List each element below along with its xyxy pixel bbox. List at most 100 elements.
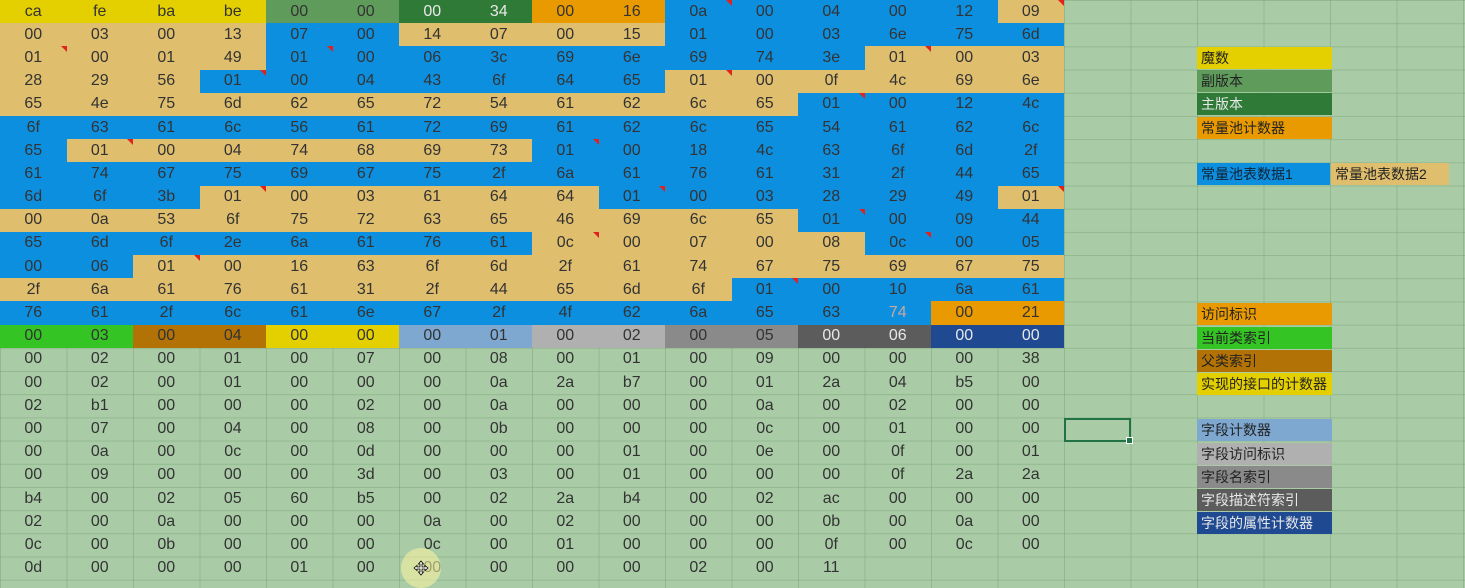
- hex-byte-cell[interactable]: 34: [465, 0, 532, 24]
- hex-byte-cell[interactable]: 03: [332, 185, 399, 209]
- hex-byte-cell[interactable]: 00: [622, 512, 641, 530]
- hex-byte-cell[interactable]: 00: [556, 466, 575, 484]
- hex-byte-cell[interactable]: 00: [423, 396, 442, 414]
- hex-byte-cell[interactable]: 74: [665, 255, 732, 279]
- hex-byte-cell[interactable]: 00: [665, 185, 732, 209]
- hex-byte-cell[interactable]: 00: [423, 350, 442, 368]
- hex-byte-cell[interactable]: 21: [997, 301, 1064, 325]
- hex-byte-cell[interactable]: 01: [199, 185, 266, 209]
- hex-byte-cell[interactable]: 62: [598, 115, 665, 140]
- hex-byte-cell[interactable]: 73: [465, 139, 532, 163]
- hex-byte-cell[interactable]: 65: [731, 115, 798, 140]
- hex-byte-cell[interactable]: 2a: [556, 373, 575, 391]
- hex-byte-cell[interactable]: 69: [665, 46, 732, 70]
- hex-byte-cell[interactable]: 02: [489, 489, 508, 507]
- hex-byte-cell[interactable]: 00: [266, 69, 333, 93]
- hex-byte-cell[interactable]: 00: [997, 324, 1064, 348]
- hex-byte-cell[interactable]: 00: [755, 466, 774, 484]
- hex-byte-cell[interactable]: 00: [598, 231, 665, 256]
- hex-byte-cell[interactable]: 0e: [755, 443, 774, 461]
- hex-byte-cell[interactable]: 06: [66, 255, 133, 279]
- hex-byte-cell[interactable]: 00: [90, 535, 109, 553]
- hex-byte-cell[interactable]: 00: [290, 443, 309, 461]
- hex-byte-cell[interactable]: 01: [798, 92, 865, 116]
- hex-byte-cell[interactable]: 00: [1021, 396, 1040, 414]
- hex-byte-cell[interactable]: 65: [598, 69, 665, 93]
- hex-byte-cell[interactable]: 56: [266, 115, 333, 140]
- hex-byte-cell[interactable]: 0f: [824, 535, 838, 553]
- hex-byte-cell[interactable]: 61: [598, 255, 665, 279]
- hex-byte-cell[interactable]: 49: [199, 46, 266, 70]
- hex-byte-cell[interactable]: 01: [665, 69, 732, 93]
- hex-byte-cell[interactable]: 75: [199, 162, 266, 186]
- hex-byte-cell[interactable]: 61: [66, 301, 133, 325]
- hex-byte-cell[interactable]: 29: [864, 185, 931, 209]
- hex-byte-cell[interactable]: 6a: [66, 278, 133, 302]
- hex-byte-cell[interactable]: 01: [598, 185, 665, 209]
- hex-byte-cell[interactable]: 01: [798, 208, 865, 232]
- hex-byte-cell[interactable]: 00: [1021, 419, 1040, 437]
- hex-byte-cell[interactable]: 00: [423, 419, 442, 437]
- hex-byte-cell[interactable]: 14: [399, 23, 466, 47]
- hex-byte-cell[interactable]: 01: [133, 255, 200, 279]
- hex-byte-cell[interactable]: 00: [157, 396, 176, 414]
- hex-byte-cell[interactable]: 12: [931, 0, 998, 24]
- hex-byte-cell[interactable]: 69: [931, 69, 998, 93]
- hex-byte-cell[interactable]: 07: [465, 23, 532, 47]
- hex-byte-cell[interactable]: 61: [332, 231, 399, 256]
- hex-byte-cell[interactable]: 03: [66, 324, 133, 348]
- hex-byte-cell[interactable]: 00: [798, 324, 865, 348]
- hex-byte-cell[interactable]: 00: [290, 466, 309, 484]
- hex-byte-cell[interactable]: 01: [622, 350, 641, 368]
- hex-byte-cell[interactable]: 00: [622, 535, 641, 553]
- hex-byte-cell[interactable]: 61: [864, 115, 931, 140]
- hex-byte-cell[interactable]: 00: [157, 373, 176, 391]
- hex-byte-cell[interactable]: 00: [399, 0, 466, 24]
- hex-byte-cell[interactable]: 00: [24, 373, 43, 391]
- hex-byte-cell[interactable]: 02: [755, 489, 774, 507]
- hex-byte-cell[interactable]: 69: [266, 162, 333, 186]
- hex-byte-cell[interactable]: 03: [489, 466, 508, 484]
- hex-byte-cell[interactable]: 00: [0, 324, 67, 348]
- hex-byte-cell[interactable]: 00: [822, 350, 841, 368]
- hex-byte-cell[interactable]: 00: [489, 512, 508, 530]
- hex-byte-cell[interactable]: b1: [90, 396, 109, 414]
- hex-byte-cell[interactable]: 07: [356, 350, 375, 368]
- hex-byte-cell[interactable]: ac: [822, 489, 840, 507]
- hex-byte-cell[interactable]: 00: [290, 350, 309, 368]
- hex-byte-cell[interactable]: 01: [997, 185, 1064, 209]
- hex-byte-cell[interactable]: 02: [24, 512, 43, 530]
- hex-byte-cell[interactable]: 49: [931, 185, 998, 209]
- hex-byte-cell[interactable]: 00: [1021, 512, 1040, 530]
- hex-byte-cell[interactable]: 44: [465, 278, 532, 302]
- hex-byte-cell[interactable]: 01: [665, 23, 732, 47]
- hex-byte-cell[interactable]: 00: [1021, 489, 1040, 507]
- hex-byte-cell[interactable]: 0f: [798, 69, 865, 93]
- hex-byte-cell[interactable]: 00: [290, 373, 309, 391]
- hex-byte-cell[interactable]: 00: [888, 350, 907, 368]
- hex-byte-cell[interactable]: 6e: [997, 69, 1064, 93]
- hex-byte-cell[interactable]: 2a: [955, 466, 974, 484]
- hex-byte-cell[interactable]: 74: [864, 301, 931, 325]
- hex-byte-cell[interactable]: 00: [290, 535, 309, 553]
- hex-byte-cell[interactable]: 6f: [399, 255, 466, 279]
- hex-byte-cell[interactable]: 69: [864, 255, 931, 279]
- hex-byte-cell[interactable]: 01: [731, 278, 798, 302]
- hex-byte-cell[interactable]: 00: [356, 535, 375, 553]
- hex-byte-cell[interactable]: 61: [465, 231, 532, 256]
- hex-byte-cell[interactable]: 2f: [864, 162, 931, 186]
- hex-byte-cell[interactable]: 61: [399, 185, 466, 209]
- hex-byte-cell[interactable]: be: [199, 0, 266, 24]
- hex-byte-cell[interactable]: 0a: [665, 0, 732, 24]
- hex-byte-cell[interactable]: 2a: [1021, 466, 1040, 484]
- hex-byte-cell[interactable]: 61: [133, 278, 200, 302]
- hex-byte-cell[interactable]: 00: [731, 23, 798, 47]
- hex-byte-cell[interactable]: 75: [997, 255, 1064, 279]
- hex-byte-cell[interactable]: 65: [532, 278, 599, 302]
- hex-byte-cell[interactable]: 0d: [24, 559, 43, 577]
- hex-byte-cell[interactable]: 00: [731, 69, 798, 93]
- hex-byte-cell[interactable]: 65: [0, 139, 67, 163]
- hex-byte-cell[interactable]: 00: [822, 443, 841, 461]
- hex-byte-cell[interactable]: 00: [133, 324, 200, 348]
- hex-byte-cell[interactable]: 61: [532, 92, 599, 116]
